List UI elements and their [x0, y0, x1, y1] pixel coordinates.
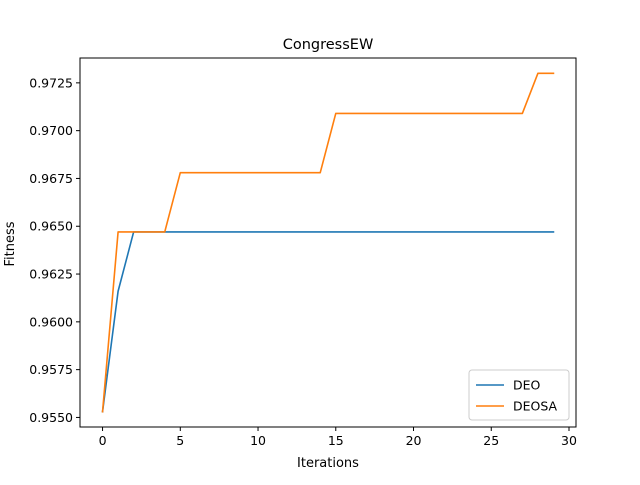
y-tick-label: 0.9575 [29, 362, 73, 377]
legend-box [468, 369, 570, 421]
x-tick-label: 0 [99, 433, 107, 448]
y-tick-label: 0.9550 [29, 410, 73, 425]
x-tick-label: 30 [561, 433, 577, 448]
legend-label-deosa: DEOSA [513, 399, 558, 414]
y-tick-label: 0.9725 [29, 75, 73, 90]
y-tick-label: 0.9625 [29, 267, 73, 282]
y-tick-label: 0.9700 [29, 123, 73, 138]
x-tick-label: 5 [176, 433, 184, 448]
series-line-deosa [101, 72, 555, 413]
x-tick-label: 10 [250, 433, 266, 448]
legend: DEO DEOSA [468, 369, 570, 421]
x-tick-label: 25 [483, 433, 499, 448]
y-axis-label: Fitness [3, 221, 18, 266]
axis-ticks: 0 5 10 15 20 25 30 0.9550 0.9575 0.9600 0.9625 0.96… [29, 75, 577, 448]
axes-frame [79, 57, 577, 428]
x-axis-label: Iterations [297, 456, 359, 471]
legend-label-deo: DEO [513, 378, 541, 393]
plot-lines [101, 72, 555, 413]
x-tick-label: 15 [328, 433, 344, 448]
y-tick-label: 0.9600 [29, 314, 73, 329]
chart-title: CongressEW [283, 37, 374, 53]
series-line-deo [101, 231, 555, 413]
y-tick-label: 0.9650 [29, 219, 73, 234]
y-tick-label: 0.9675 [29, 171, 73, 186]
x-tick-label: 20 [406, 433, 422, 448]
